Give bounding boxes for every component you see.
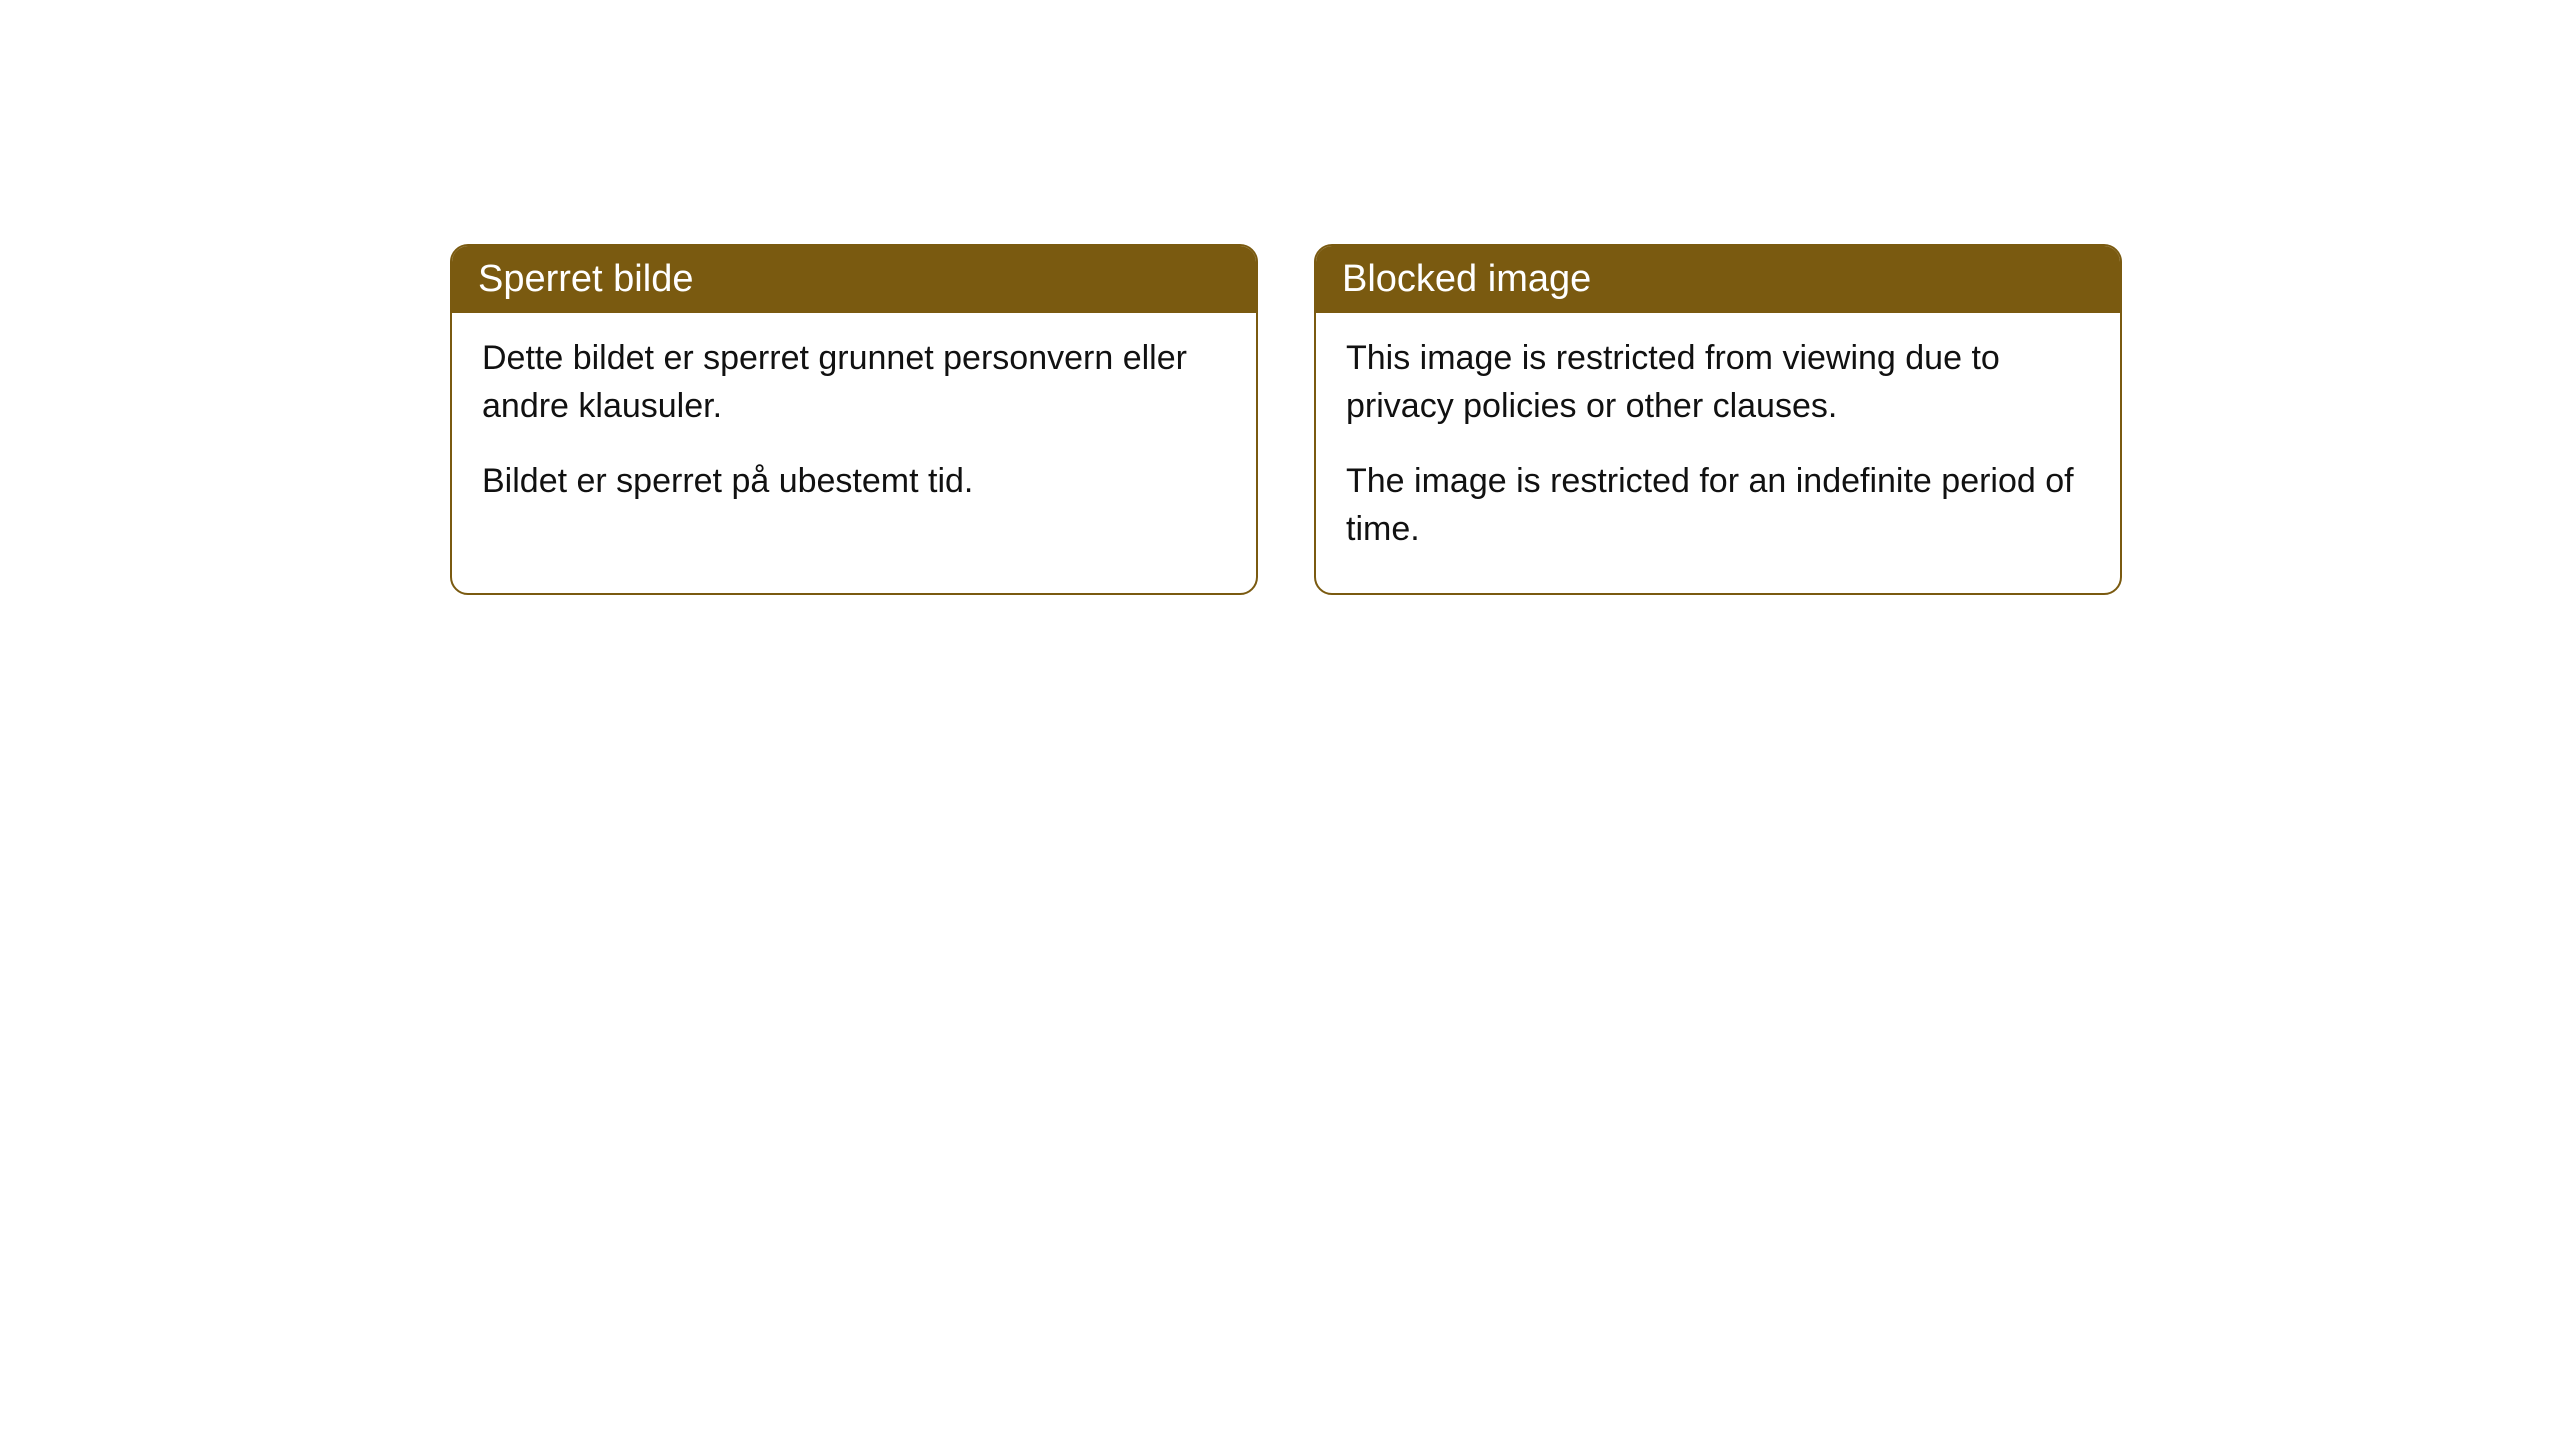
card-paragraph: This image is restricted from viewing du…: [1346, 335, 2090, 430]
card-paragraph: Dette bildet er sperret grunnet personve…: [482, 335, 1226, 430]
blocked-image-card-norwegian: Sperret bilde Dette bildet er sperret gr…: [450, 244, 1258, 595]
card-header: Blocked image: [1316, 246, 2120, 313]
card-title: Sperret bilde: [478, 258, 693, 300]
card-title: Blocked image: [1342, 258, 1591, 300]
card-paragraph: Bildet er sperret på ubestemt tid.: [482, 458, 1226, 506]
card-paragraph: The image is restricted for an indefinit…: [1346, 458, 2090, 553]
card-header: Sperret bilde: [452, 246, 1256, 313]
cards-container: Sperret bilde Dette bildet er sperret gr…: [450, 244, 2122, 595]
blocked-image-card-english: Blocked image This image is restricted f…: [1314, 244, 2122, 595]
card-body: This image is restricted from viewing du…: [1316, 313, 2120, 593]
card-body: Dette bildet er sperret grunnet personve…: [452, 313, 1256, 546]
